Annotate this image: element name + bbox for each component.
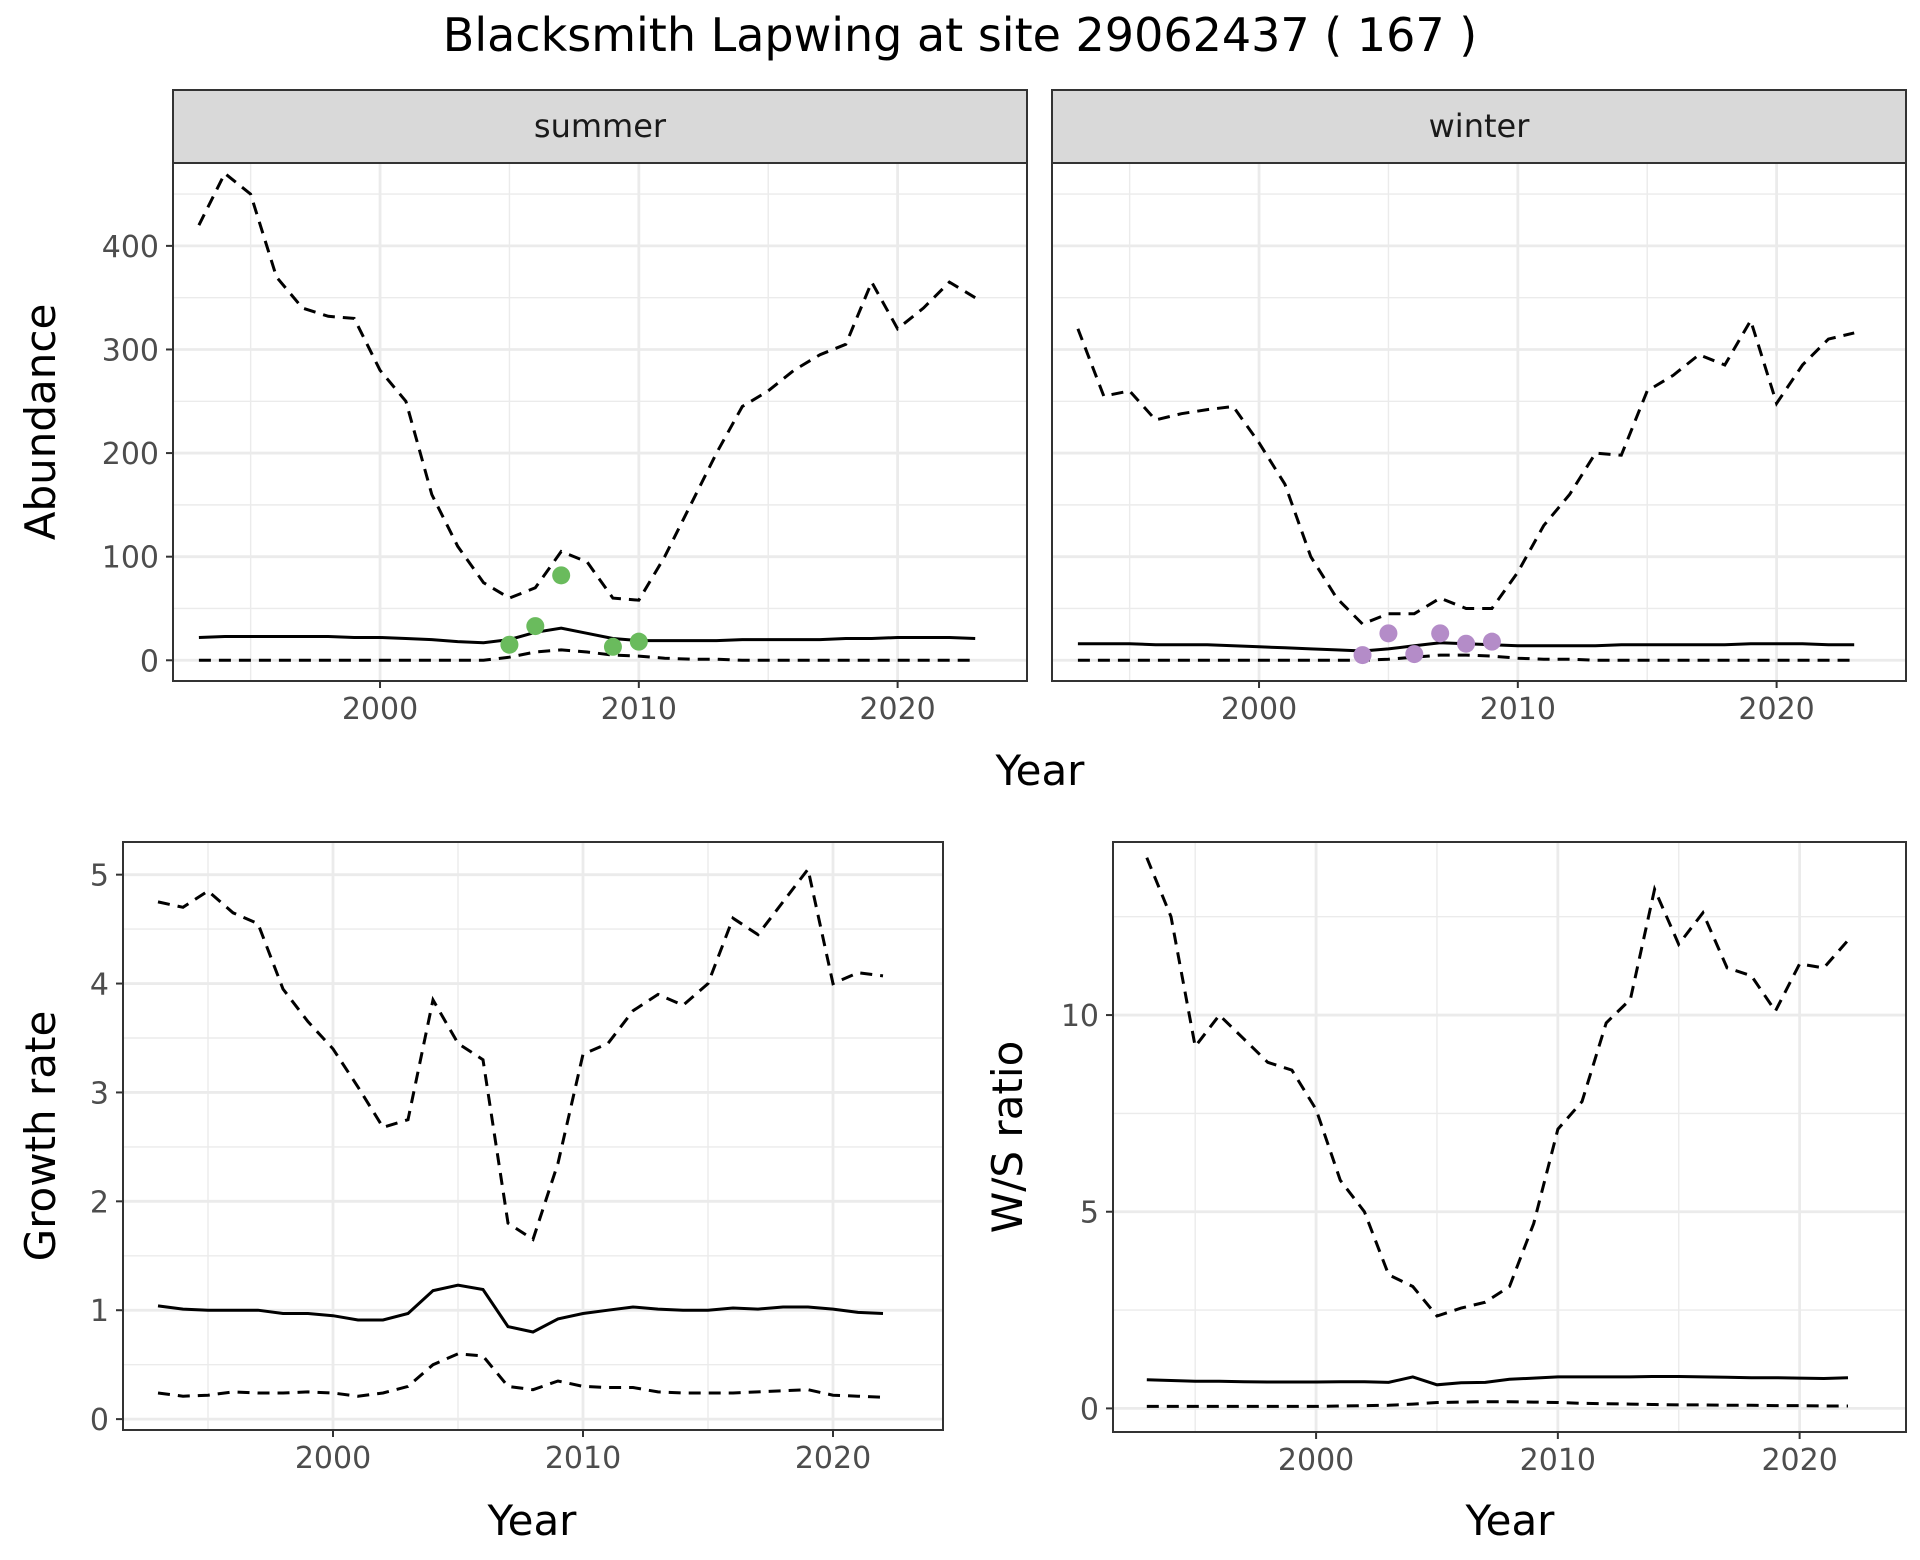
x-tick-label: 2020	[795, 1441, 871, 1476]
y-tick-label: 4	[90, 968, 109, 1003]
lower-bound-line	[198, 648, 976, 662]
facet-strip-label: summer	[534, 107, 667, 145]
y-axis-title: W/S ratio	[983, 1041, 1032, 1234]
x-tick-label: 2010	[601, 692, 677, 727]
panel-background	[1052, 163, 1906, 681]
y-axis-title: Abundance	[16, 304, 65, 541]
observed-count-point	[1353, 646, 1372, 665]
observed-count-point	[1379, 624, 1398, 643]
facet-strip	[172, 89, 1028, 164]
observed-count-point	[500, 635, 519, 654]
y-axis-title: Growth rate	[16, 1011, 65, 1262]
upper-bound-line	[197, 171, 976, 602]
observed-count-point	[1405, 645, 1424, 664]
x-tick-label: 2010	[1520, 1443, 1596, 1478]
lower-bound-line	[1146, 1400, 1848, 1408]
abundance-summer-panel: 2000 2010 2020 0 100 200 300 400 summer	[102, 89, 1028, 727]
observed-count-point	[629, 632, 648, 651]
y-tick-label: 0	[140, 644, 159, 679]
upper-bound-line	[1076, 316, 1855, 626]
x-tick-label: 2000	[1278, 1443, 1354, 1478]
x-tick-label: 2020	[859, 692, 935, 727]
mean-line	[198, 626, 976, 645]
observed-count-point	[552, 566, 571, 585]
y-tick-label: 5	[90, 859, 109, 894]
observed-count-point	[1482, 632, 1501, 651]
panel-border	[1112, 841, 1907, 1433]
abundance-winter-panel: 2000 2010 2020 winter	[1051, 89, 1907, 727]
x-tick-label: 2010	[1480, 692, 1556, 727]
facet-strip	[1051, 89, 1907, 164]
x-tick-label: 2000	[295, 1441, 371, 1476]
x-tick-label: 2000	[1221, 692, 1297, 727]
abundance-axis-labels: Year Abundance	[16, 304, 1085, 795]
observed-count-point	[603, 637, 622, 656]
y-tick-label: 1	[90, 1294, 109, 1329]
x-axis-title: Year	[1465, 1496, 1556, 1545]
y-tick-label: 3	[90, 1076, 109, 1111]
chart-title: Blacksmith Lapwing at site 29062437 ( 16…	[442, 8, 1478, 62]
x-tick-label: 2010	[545, 1441, 621, 1476]
ws-ratio-panel: 2000 2010 2020 0 5 10 Year W/S ratio	[983, 841, 1907, 1545]
y-tick-label: 300	[102, 333, 159, 368]
panel-background	[173, 163, 1027, 681]
mean-line	[1146, 1375, 1849, 1387]
y-tick-label: 0	[90, 1403, 109, 1438]
lower-bound-line	[157, 1352, 884, 1399]
y-tick-label: 2	[90, 1185, 109, 1220]
facet-strip-label: winter	[1429, 107, 1531, 145]
upper-bound-line	[157, 865, 884, 1242]
y-tick-label: 400	[102, 230, 159, 265]
y-tick-label: 5	[1080, 1196, 1099, 1231]
y-tick-label: 0	[1080, 1392, 1099, 1427]
panel-border	[122, 841, 944, 1431]
y-tick-label: 10	[1061, 999, 1099, 1034]
observed-count-point	[526, 617, 545, 636]
mean-line	[157, 1283, 884, 1334]
x-tick-label: 2000	[342, 692, 418, 727]
x-tick-label: 2020	[1761, 1443, 1837, 1478]
x-axis-title: Year	[995, 746, 1086, 795]
observed-count-point	[1431, 624, 1450, 643]
upper-bound-line	[1145, 857, 1850, 1318]
x-axis-title: Year	[487, 1496, 578, 1545]
observed-count-point	[1457, 634, 1476, 653]
growth-rate-panel: 2000 2010 2020 0 1 2 3 4 5 Year Growth rate	[16, 841, 944, 1545]
lower-bound-line	[1077, 653, 1855, 662]
y-tick-label: 200	[102, 437, 159, 472]
y-tick-label: 100	[102, 541, 159, 576]
x-tick-label: 2020	[1738, 692, 1814, 727]
